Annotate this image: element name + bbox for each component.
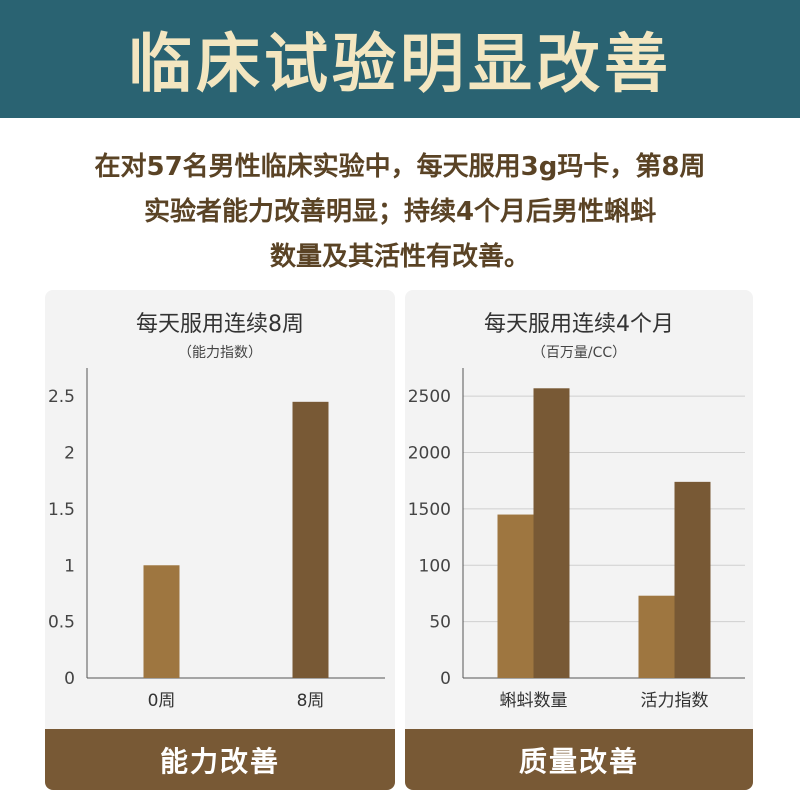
- y-tick-label: 1500: [408, 500, 451, 520]
- bar: [143, 565, 180, 678]
- y-tick-label: 1.5: [48, 500, 75, 520]
- header-banner: 临床试验明显改善: [0, 0, 800, 118]
- x-category-label: 蝌蚪数量: [500, 691, 568, 711]
- chart-footer: 质量改善: [405, 729, 753, 790]
- description-line: 数量及其活性有改善。: [269, 242, 530, 272]
- bar: [292, 401, 329, 678]
- chart-panel-4-months: 每天服用连续4个月 （百万量/CC） 0 50 100 1500 2000 2500 蝌蚪数…: [405, 290, 753, 790]
- y-tick-label: 2.5: [48, 387, 75, 407]
- bar: [533, 388, 570, 678]
- y-tick-label: 0: [440, 669, 451, 689]
- x-category-label: 活力指数: [641, 691, 709, 711]
- description-line: 在对57名男性临床实验中，每天服用3g玛卡，第8周: [94, 152, 706, 182]
- chart-subtitle: （百万量/CC）: [531, 345, 627, 361]
- chart-title: 每天服用连续8周: [136, 312, 304, 337]
- description: 在对57名男性临床实验中，每天服用3g玛卡，第8周 实验者能力改善明显；持续4个…: [40, 145, 760, 280]
- chart-subtitle: （能力指数）: [178, 345, 262, 361]
- y-tick-label: 100: [419, 556, 451, 576]
- y-tick-label: 0.5: [48, 613, 75, 633]
- y-tick-label: 1: [64, 556, 75, 576]
- bar: [674, 481, 711, 678]
- y-tick-label: 2000: [408, 444, 451, 464]
- quality-bar-chart: 0 50 100 1500 2000 2500 蝌蚪数量 活力指数: [408, 368, 745, 711]
- ability-bar-chart: 0 0.5 1 1.5 2 2.5 0周 8周: [48, 368, 385, 711]
- chart-footer: 能力改善: [45, 729, 395, 790]
- bar: [497, 514, 534, 678]
- x-category-label: 8周: [297, 691, 325, 711]
- x-category-label: 0周: [148, 691, 176, 711]
- chart-title: 每天服用连续4个月: [484, 312, 674, 337]
- y-tick-label: 50: [429, 613, 451, 633]
- y-tick-label: 0: [64, 669, 75, 689]
- description-line: 实验者能力改善明显；持续4个月后男性蝌蚪: [143, 197, 657, 227]
- y-tick-label: 2: [64, 444, 75, 464]
- y-tick-label: 2500: [408, 387, 451, 407]
- bar: [638, 595, 675, 678]
- chart-panel-8-weeks: 每天服用连续8周 （能力指数） 0 0.5 1 1.5 2 2.5 0周 8周 能力改善: [45, 290, 395, 790]
- page-title: 临床试验明显改善: [128, 28, 672, 102]
